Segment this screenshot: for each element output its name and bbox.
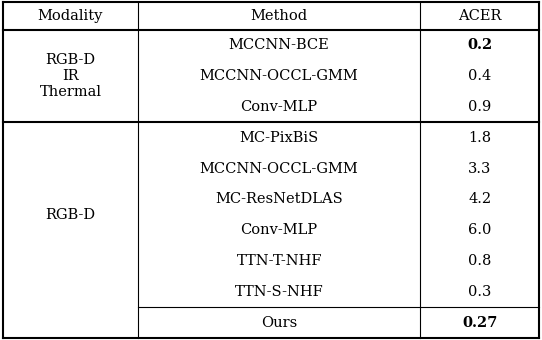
Text: MC-PixBiS: MC-PixBiS <box>240 131 319 144</box>
Text: Ours: Ours <box>261 316 297 330</box>
Text: MCCNN-OCCL-GMM: MCCNN-OCCL-GMM <box>200 69 358 83</box>
Text: TTN-T-NHF: TTN-T-NHF <box>236 254 322 268</box>
Text: Modality: Modality <box>38 8 103 23</box>
Text: 6.0: 6.0 <box>468 223 492 237</box>
Text: 3.3: 3.3 <box>468 162 492 175</box>
Text: Method: Method <box>250 8 308 23</box>
Text: 0.27: 0.27 <box>462 316 498 330</box>
Text: MCCNN-BCE: MCCNN-BCE <box>229 38 330 52</box>
Text: 0.4: 0.4 <box>468 69 491 83</box>
Text: Conv-MLP: Conv-MLP <box>241 223 318 237</box>
Text: Conv-MLP: Conv-MLP <box>241 100 318 114</box>
Text: 0.2: 0.2 <box>467 38 492 52</box>
Text: RGB-D
IR
Thermal: RGB-D IR Thermal <box>40 53 101 99</box>
Text: 0.8: 0.8 <box>468 254 492 268</box>
Text: 1.8: 1.8 <box>468 131 491 144</box>
Text: 0.9: 0.9 <box>468 100 491 114</box>
Text: 0.3: 0.3 <box>468 285 492 299</box>
Text: MCCNN-OCCL-GMM: MCCNN-OCCL-GMM <box>200 162 358 175</box>
Text: MC-ResNetDLAS: MC-ResNetDLAS <box>215 192 343 206</box>
Text: ACER: ACER <box>458 8 501 23</box>
Text: 4.2: 4.2 <box>468 192 491 206</box>
Text: TTN-S-NHF: TTN-S-NHF <box>235 285 324 299</box>
Text: RGB-D: RGB-D <box>46 208 95 222</box>
